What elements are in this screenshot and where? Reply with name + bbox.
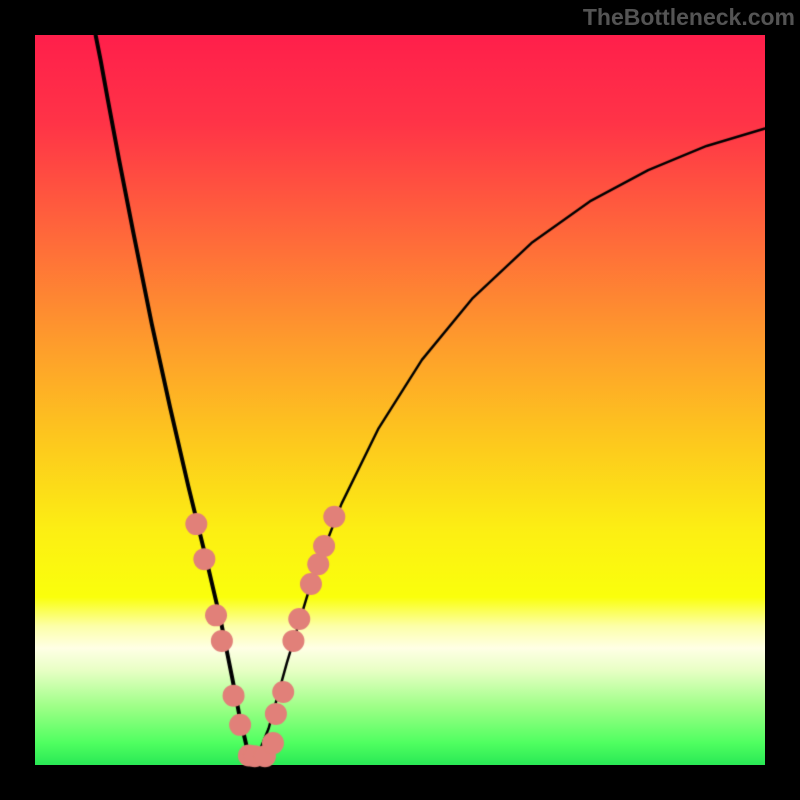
curve-layer [0,0,800,800]
attribution-label: TheBottleneck.com [583,4,795,31]
chart-stage: TheBottleneck.com [0,0,800,800]
